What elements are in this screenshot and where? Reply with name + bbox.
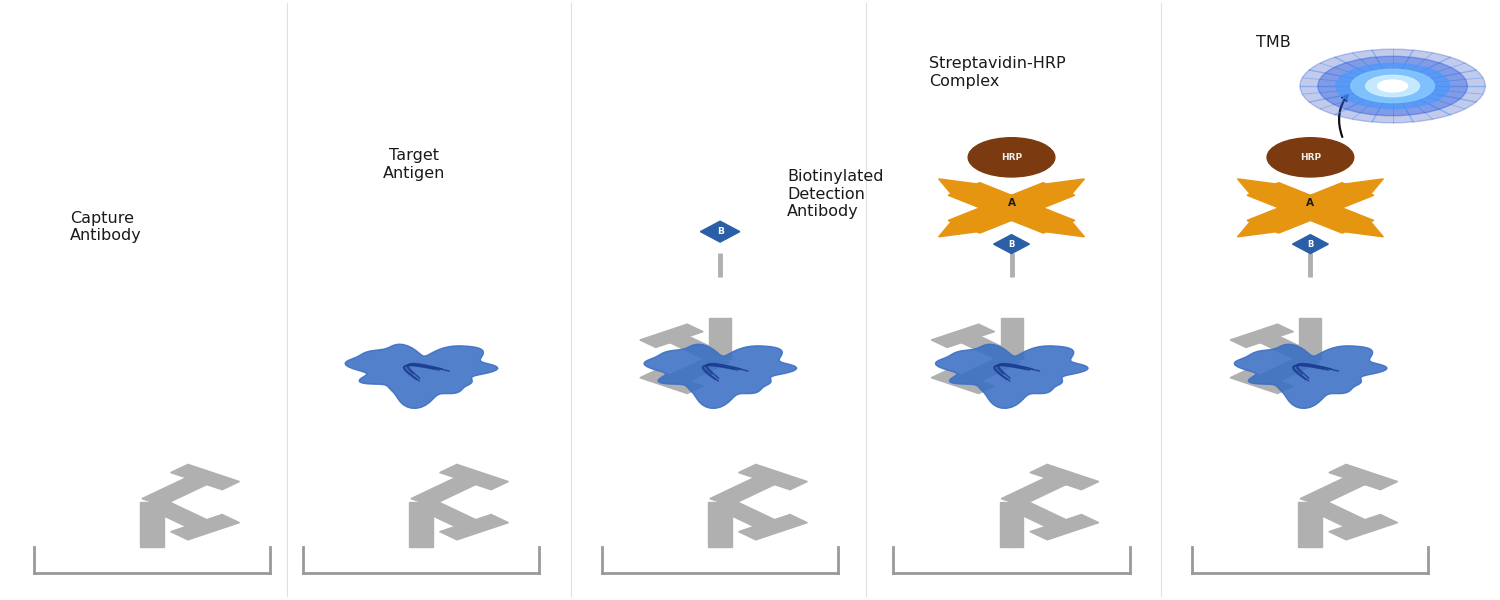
Polygon shape [948, 182, 1076, 233]
Polygon shape [1346, 179, 1383, 194]
Polygon shape [932, 324, 994, 347]
Polygon shape [954, 332, 1022, 362]
Polygon shape [662, 356, 729, 385]
Polygon shape [1246, 182, 1374, 233]
Polygon shape [936, 344, 1088, 409]
Polygon shape [644, 344, 796, 409]
Circle shape [1300, 49, 1485, 123]
Polygon shape [939, 222, 976, 237]
Polygon shape [939, 179, 976, 194]
Text: Target
Antigen: Target Antigen [382, 148, 446, 181]
Polygon shape [738, 514, 807, 540]
Polygon shape [1030, 464, 1100, 490]
Polygon shape [1300, 473, 1374, 506]
Polygon shape [993, 235, 1029, 254]
Polygon shape [1329, 464, 1398, 490]
Circle shape [1336, 64, 1449, 109]
Polygon shape [1047, 179, 1084, 194]
Polygon shape [410, 502, 434, 547]
Polygon shape [710, 318, 730, 359]
Text: B: B [717, 227, 723, 236]
Ellipse shape [1268, 138, 1354, 177]
Polygon shape [932, 370, 994, 394]
Polygon shape [948, 182, 1076, 233]
Polygon shape [345, 344, 498, 409]
Polygon shape [1230, 324, 1293, 347]
Polygon shape [171, 464, 240, 490]
Text: B: B [1306, 239, 1314, 248]
Polygon shape [708, 502, 732, 547]
Polygon shape [662, 332, 729, 362]
Polygon shape [1000, 473, 1074, 506]
Polygon shape [142, 473, 216, 506]
Polygon shape [1000, 318, 1023, 359]
Polygon shape [640, 370, 704, 394]
Circle shape [1377, 80, 1407, 92]
Polygon shape [1299, 318, 1322, 359]
Polygon shape [141, 502, 164, 547]
Polygon shape [1234, 344, 1388, 409]
Polygon shape [1252, 332, 1320, 362]
Polygon shape [1300, 499, 1374, 530]
Polygon shape [411, 499, 485, 530]
Text: A: A [1306, 198, 1314, 208]
Polygon shape [1047, 222, 1084, 237]
Text: Streptavidin-HRP
Complex: Streptavidin-HRP Complex [930, 56, 1066, 89]
Polygon shape [640, 324, 704, 347]
Polygon shape [700, 221, 740, 242]
Polygon shape [1299, 502, 1323, 547]
Polygon shape [171, 514, 240, 540]
Circle shape [1365, 76, 1419, 97]
Circle shape [1318, 56, 1467, 116]
Polygon shape [1000, 499, 1074, 530]
Polygon shape [710, 499, 783, 530]
Polygon shape [1293, 235, 1329, 254]
Text: A: A [1008, 198, 1016, 208]
Polygon shape [954, 356, 1022, 385]
Polygon shape [142, 499, 216, 530]
Polygon shape [1346, 222, 1383, 237]
Polygon shape [1230, 370, 1293, 394]
Text: HRP: HRP [1300, 153, 1322, 162]
Polygon shape [1329, 514, 1398, 540]
Polygon shape [440, 464, 509, 490]
Ellipse shape [968, 138, 1054, 177]
Polygon shape [1252, 356, 1320, 385]
Polygon shape [440, 514, 509, 540]
Text: HRP: HRP [1000, 153, 1022, 162]
Polygon shape [1246, 182, 1374, 233]
Polygon shape [1238, 179, 1275, 194]
Text: Biotinylated
Detection
Antibody: Biotinylated Detection Antibody [788, 169, 883, 219]
Text: Capture
Antibody: Capture Antibody [70, 211, 142, 243]
Circle shape [1352, 70, 1434, 103]
Polygon shape [1030, 514, 1100, 540]
Polygon shape [1238, 222, 1275, 237]
Text: TMB: TMB [1256, 35, 1290, 50]
Text: B: B [1008, 239, 1014, 248]
Polygon shape [999, 502, 1023, 547]
Polygon shape [411, 473, 485, 506]
Polygon shape [710, 473, 783, 506]
Polygon shape [738, 464, 807, 490]
